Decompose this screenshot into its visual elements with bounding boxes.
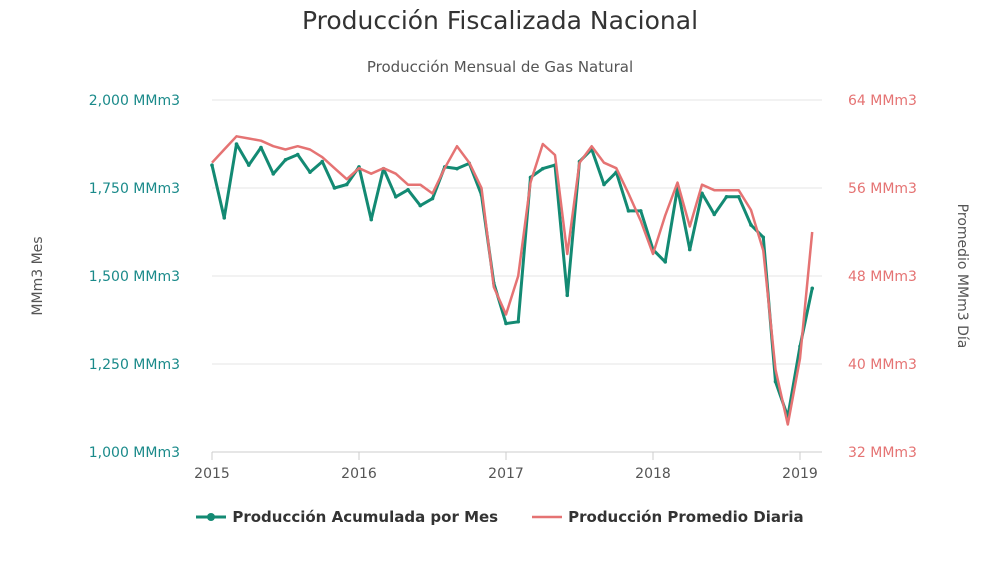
series-line-acumulada	[210, 142, 814, 419]
data-point-acumulada	[344, 182, 349, 187]
y-left-tick-label: 1,750 MMm3	[89, 181, 180, 197]
data-point-acumulada	[504, 321, 508, 326]
data-point-acumulada	[663, 260, 668, 264]
data-point-acumulada	[320, 159, 325, 164]
legend-marker-acumulada	[196, 513, 227, 521]
data-point-acumulada	[565, 293, 570, 298]
data-point-acumulada	[430, 196, 435, 201]
chart-title: Producción Fiscalizada Nacional	[301, 6, 699, 35]
data-point-acumulada	[418, 203, 423, 208]
legend-item-acumulada[interactable]: Producción Acumulada por Mes	[196, 508, 498, 526]
data-point-acumulada	[540, 166, 545, 171]
y-left-tick-label: 2,000 MMm3	[89, 93, 180, 109]
data-point-acumulada	[369, 217, 374, 222]
x-tick-label: 2018	[635, 466, 671, 482]
data-point-acumulada	[332, 186, 337, 190]
data-point-acumulada	[602, 182, 606, 187]
data-point-acumulada	[687, 247, 692, 252]
chart-legend: Producción Acumulada por Mes Producción …	[0, 508, 1000, 526]
data-point-acumulada	[259, 145, 263, 150]
y-axis-left-title: MMm3 Mes	[30, 236, 46, 315]
data-point-acumulada	[724, 195, 729, 199]
data-point-acumulada	[638, 209, 643, 213]
y-left-tick-label: 1,000 MMm3	[89, 445, 180, 461]
y-left-tick-label: 1,500 MMm3	[89, 269, 180, 285]
data-point-acumulada	[222, 216, 227, 220]
data-point-acumulada	[712, 212, 717, 217]
y-right-tick-label: 56 MMm3	[848, 181, 917, 197]
x-tick-label: 2016	[341, 466, 377, 482]
y-right-tick-label: 64 MMm3	[848, 93, 917, 109]
legend-item-promedio[interactable]: Producción Promedio Diaria	[532, 508, 804, 526]
data-point-acumulada	[810, 286, 815, 291]
data-point-acumulada	[210, 163, 214, 167]
data-point-acumulada	[234, 142, 239, 146]
x-tick-label: 2019	[782, 466, 818, 482]
data-point-acumulada	[271, 172, 276, 176]
data-point-acumulada	[761, 235, 766, 240]
data-point-acumulada	[626, 209, 631, 213]
data-point-acumulada	[773, 379, 778, 384]
legend-label-promedio: Producción Promedio Diaria	[568, 508, 804, 526]
data-point-acumulada	[283, 158, 288, 162]
data-point-acumulada	[406, 187, 410, 192]
y-left-tick-label: 1,250 MMm3	[89, 357, 180, 373]
x-tick-label: 2017	[488, 466, 524, 482]
data-point-acumulada	[393, 195, 398, 199]
x-tick-label: 2015	[194, 466, 230, 482]
legend-marker-promedio	[532, 515, 563, 519]
chart-subtitle: Producción Mensual de Gas Natural	[366, 58, 634, 76]
y-axis-right-title: Promedio MMm3 Día	[954, 204, 970, 349]
data-point-acumulada	[308, 170, 312, 174]
data-point-acumulada	[516, 319, 521, 324]
legend-label-acumulada: Producción Acumulada por Mes	[232, 508, 499, 526]
data-point-acumulada	[295, 152, 300, 157]
data-point-acumulada	[700, 191, 704, 196]
data-point-acumulada	[736, 195, 741, 199]
y-right-tick-label: 40 MMm3	[848, 357, 917, 373]
series-line-promedio	[211, 135, 814, 426]
data-point-acumulada	[749, 223, 753, 227]
y-right-tick-label: 48 MMm3	[848, 269, 917, 285]
data-point-acumulada	[455, 166, 459, 171]
y-right-tick-label: 32 MMm3	[848, 445, 917, 461]
data-point-acumulada	[246, 163, 251, 167]
